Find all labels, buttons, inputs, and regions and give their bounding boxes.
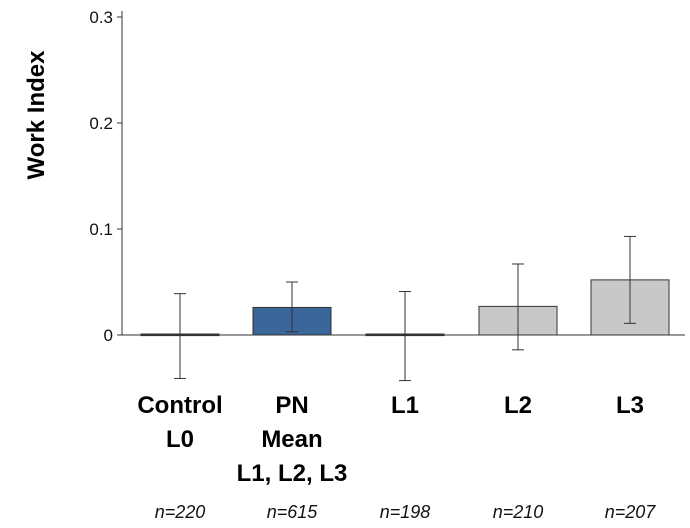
sample-size-label: n=615 (267, 502, 319, 522)
labels-layer: 0 0.1 0.2 0.3 Control L0 n=220 PN Mean L1, L2, L3… (89, 8, 656, 522)
category-label: Mean (261, 426, 322, 453)
category-label: L1 (391, 392, 419, 419)
y-tick-label: 0.2 (89, 114, 113, 133)
axes-layer (117, 11, 685, 336)
category-label: L0 (166, 426, 194, 453)
sample-size-label: n=207 (605, 502, 657, 522)
y-axis-label: Work Index (23, 50, 50, 180)
category-label: L3 (616, 392, 644, 419)
y-tick-label: 0.3 (89, 8, 113, 27)
y-tick-label: 0.1 (89, 220, 113, 239)
error-bars-layer (174, 235, 636, 382)
category-label: L1, L2, L3 (237, 460, 348, 487)
sample-size-label: n=198 (380, 502, 431, 522)
category-label: Control (137, 392, 222, 419)
category-label: L2 (504, 392, 532, 419)
sample-size-label: n=210 (493, 502, 544, 522)
y-tick-label: 0 (104, 326, 113, 345)
category-label: PN (275, 392, 308, 419)
sample-size-label: n=220 (155, 502, 206, 522)
